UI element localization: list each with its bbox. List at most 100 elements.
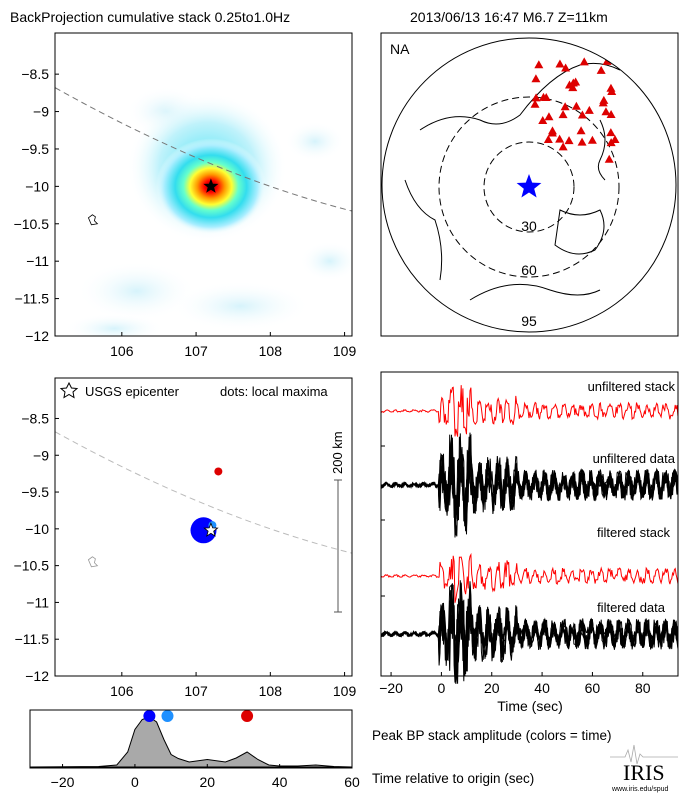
low-amplitude-region bbox=[284, 121, 345, 162]
waveform-trace bbox=[380, 583, 679, 673]
amplitude-panel: −20 0 20 40 60 Peak BP stack amplitude (colo… bbox=[29, 709, 611, 790]
low-amplitude-region bbox=[170, 281, 311, 332]
station-triangle-icon bbox=[604, 154, 614, 163]
waveform-trace bbox=[380, 552, 679, 603]
local-maxima-panel: 106 107 108 109 −8.5 −9 −9.5 −10 −10.5 −11 −11.5 −1… bbox=[14, 377, 357, 699]
coastline bbox=[419, 62, 621, 131]
station-triangle-icon bbox=[606, 109, 616, 118]
x-tick-label: 80 bbox=[635, 680, 651, 696]
y-tick-label: −8.5 bbox=[21, 66, 49, 82]
x-tick-label: 40 bbox=[272, 774, 288, 790]
station-triangle-icon bbox=[531, 93, 541, 102]
waveform-frame bbox=[380, 371, 679, 677]
waveform-trace bbox=[380, 434, 679, 518]
station-triangle-icon bbox=[571, 77, 581, 86]
coastline bbox=[404, 179, 443, 281]
legend-dots: dots: local maxima bbox=[220, 384, 328, 399]
x-tick-label: 107 bbox=[184, 343, 208, 359]
station-triangle-icon bbox=[547, 128, 557, 137]
station-triangle-icon bbox=[577, 137, 587, 146]
left-title: BackProjection cumulative stack 0.25to1.… bbox=[10, 9, 290, 25]
time-marker-dot bbox=[161, 710, 174, 722]
y-tick-label: −10 bbox=[25, 178, 49, 194]
coastline bbox=[597, 119, 606, 181]
ring-label: 30 bbox=[521, 218, 537, 234]
y-tick-label: −11 bbox=[26, 253, 49, 269]
x-tick-label: 0 bbox=[438, 680, 446, 696]
station-triangle-icon bbox=[601, 107, 611, 116]
ring-label: 60 bbox=[521, 262, 537, 278]
station-triangle-icon bbox=[598, 98, 608, 107]
island-outline bbox=[87, 556, 99, 568]
island-outline bbox=[87, 214, 99, 226]
y-tick-label: −10.5 bbox=[14, 558, 50, 574]
stack-map-frame bbox=[54, 32, 353, 337]
distance-ring bbox=[483, 141, 575, 233]
station-triangle-icon bbox=[576, 126, 586, 135]
x-tick-label: 106 bbox=[110, 683, 134, 699]
station-triangle-icon bbox=[565, 80, 575, 89]
y-tick-label: −10.5 bbox=[14, 216, 50, 232]
station-triangle-icon bbox=[564, 136, 574, 145]
station-triangle-icon bbox=[538, 116, 548, 125]
x-tick-label: 109 bbox=[333, 683, 357, 699]
waveform-trace bbox=[380, 385, 679, 437]
y-tick-label: −9 bbox=[33, 447, 49, 463]
x-tick-label: −20 bbox=[379, 680, 403, 696]
stack-map-panel: 106 107 108 109 −8.5 −9 −9.5 −10 −10.5 −11 −11.5 −1… bbox=[14, 32, 357, 359]
right-title: 2013/06/13 16:47 M6.7 Z=11km bbox=[410, 9, 608, 25]
station-triangle-icon bbox=[606, 83, 616, 92]
time-marker-dot bbox=[143, 710, 156, 722]
map-label: NA bbox=[390, 41, 410, 57]
legend-star-icon bbox=[59, 381, 79, 399]
station-triangle-icon bbox=[606, 128, 616, 137]
coastline bbox=[554, 209, 605, 255]
trace-label-filtered-stack: filtered stack bbox=[597, 525, 670, 540]
ring-label: 95 bbox=[521, 313, 537, 329]
station-triangle-icon bbox=[596, 65, 606, 74]
logo-url: www.iris.edu/spud bbox=[611, 786, 669, 793]
y-tick-label: −12 bbox=[25, 328, 49, 344]
station-triangle-icon bbox=[544, 112, 554, 121]
coastline bbox=[469, 283, 601, 301]
low-amplitude-region bbox=[76, 261, 197, 322]
x-tick-label: 60 bbox=[344, 774, 360, 790]
station-map-panel: NA 30 60 95 bbox=[380, 32, 679, 337]
waveform-trace bbox=[380, 588, 679, 674]
station-triangle-icon bbox=[587, 135, 597, 144]
trace-label-unfiltered-stack: unfiltered stack bbox=[588, 379, 676, 394]
y-tick-label: −9 bbox=[33, 104, 49, 120]
station-triangle-icon bbox=[555, 59, 565, 68]
station-triangle-icon bbox=[571, 101, 581, 110]
x-tick-label: 0 bbox=[131, 774, 139, 790]
station-triangle-icon bbox=[543, 134, 553, 143]
scale-bar-label: 200 km bbox=[330, 431, 345, 474]
station-triangle-icon bbox=[558, 110, 568, 119]
y-tick-label: −8.5 bbox=[21, 410, 49, 426]
station-triangle-icon bbox=[538, 92, 548, 101]
amplitude-xlabel: Time relative to origin (sec) bbox=[372, 771, 534, 786]
station-triangle-icon bbox=[584, 105, 594, 114]
station-triangle-icon bbox=[530, 99, 540, 108]
legend-epicenter: USGS epicenter bbox=[85, 384, 180, 399]
waveform-trace bbox=[380, 584, 679, 670]
amplitude-area bbox=[29, 716, 353, 768]
station-triangle-icon bbox=[606, 138, 616, 147]
y-tick-label: −11 bbox=[26, 594, 49, 610]
waveform-panel: −20 0 20 40 60 80 unfiltered stack unfiltered… bbox=[379, 371, 679, 714]
svg-text:IRIS: IRIS bbox=[623, 760, 665, 785]
x-tick-label: −20 bbox=[51, 774, 75, 790]
station-triangle-icon bbox=[534, 60, 544, 69]
x-tick-label: 40 bbox=[534, 680, 550, 696]
distance-ring bbox=[438, 96, 620, 278]
waveform-trace bbox=[380, 436, 679, 532]
station-triangle-icon bbox=[555, 134, 565, 143]
x-tick-label: 106 bbox=[110, 343, 134, 359]
trench-line bbox=[55, 431, 352, 554]
trench-line bbox=[55, 87, 352, 212]
station-triangle-icon bbox=[558, 142, 568, 151]
y-tick-label: −11.5 bbox=[15, 631, 50, 647]
x-tick-label: 109 bbox=[333, 343, 357, 359]
x-tick-label: 108 bbox=[259, 343, 283, 359]
